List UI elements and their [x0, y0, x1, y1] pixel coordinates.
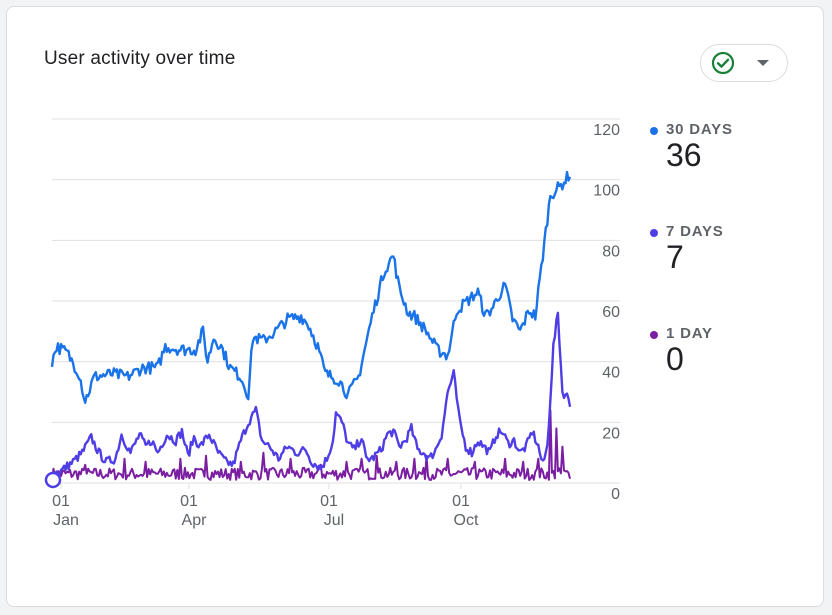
legend-value-30-days: 36 [666, 137, 702, 173]
x-tick-month: Jul [324, 512, 344, 529]
y-tick-label: 60 [602, 304, 620, 321]
x-tick-day: 01 [320, 493, 338, 510]
series-line-30-days [50, 170, 572, 404]
x-tick-month: Oct [454, 512, 479, 529]
y-tick-label: 40 [602, 365, 620, 382]
check-circle-icon [711, 51, 735, 75]
x-tick-day: 01 [52, 493, 70, 510]
y-tick-label: 0 [611, 486, 620, 503]
y-tick-label: 120 [593, 122, 620, 139]
series-line-1-day [51, 409, 571, 481]
status-dropdown-button[interactable] [700, 44, 788, 82]
user-activity-card: User activity over time [6, 6, 824, 607]
caret-down-icon [757, 60, 769, 66]
legend-value-7-days: 7 [666, 239, 684, 275]
series-start-marker[interactable] [44, 471, 62, 489]
legend-label-7-days: 7 DAYS [666, 223, 724, 240]
y-tick-label: 80 [602, 243, 620, 260]
legend-dot-7-days [650, 229, 658, 237]
legend-label-1-day: 1 DAY [666, 325, 713, 342]
x-tick-day: 01 [180, 493, 198, 510]
x-tick-month: Apr [182, 512, 208, 529]
x-tick-month: Jan [53, 512, 79, 529]
series-line-7-days [50, 311, 572, 479]
y-tick-label: 20 [602, 425, 620, 442]
x-tick-day: 01 [452, 493, 470, 510]
legend-value-1-day: 0 [666, 341, 684, 377]
legend-dot-30-days [650, 127, 658, 135]
y-tick-label: 100 [593, 183, 620, 200]
card-title: User activity over time [44, 48, 236, 69]
legend-dot-1-day [650, 331, 658, 339]
legend-label-30-days: 30 DAYS [666, 121, 733, 138]
